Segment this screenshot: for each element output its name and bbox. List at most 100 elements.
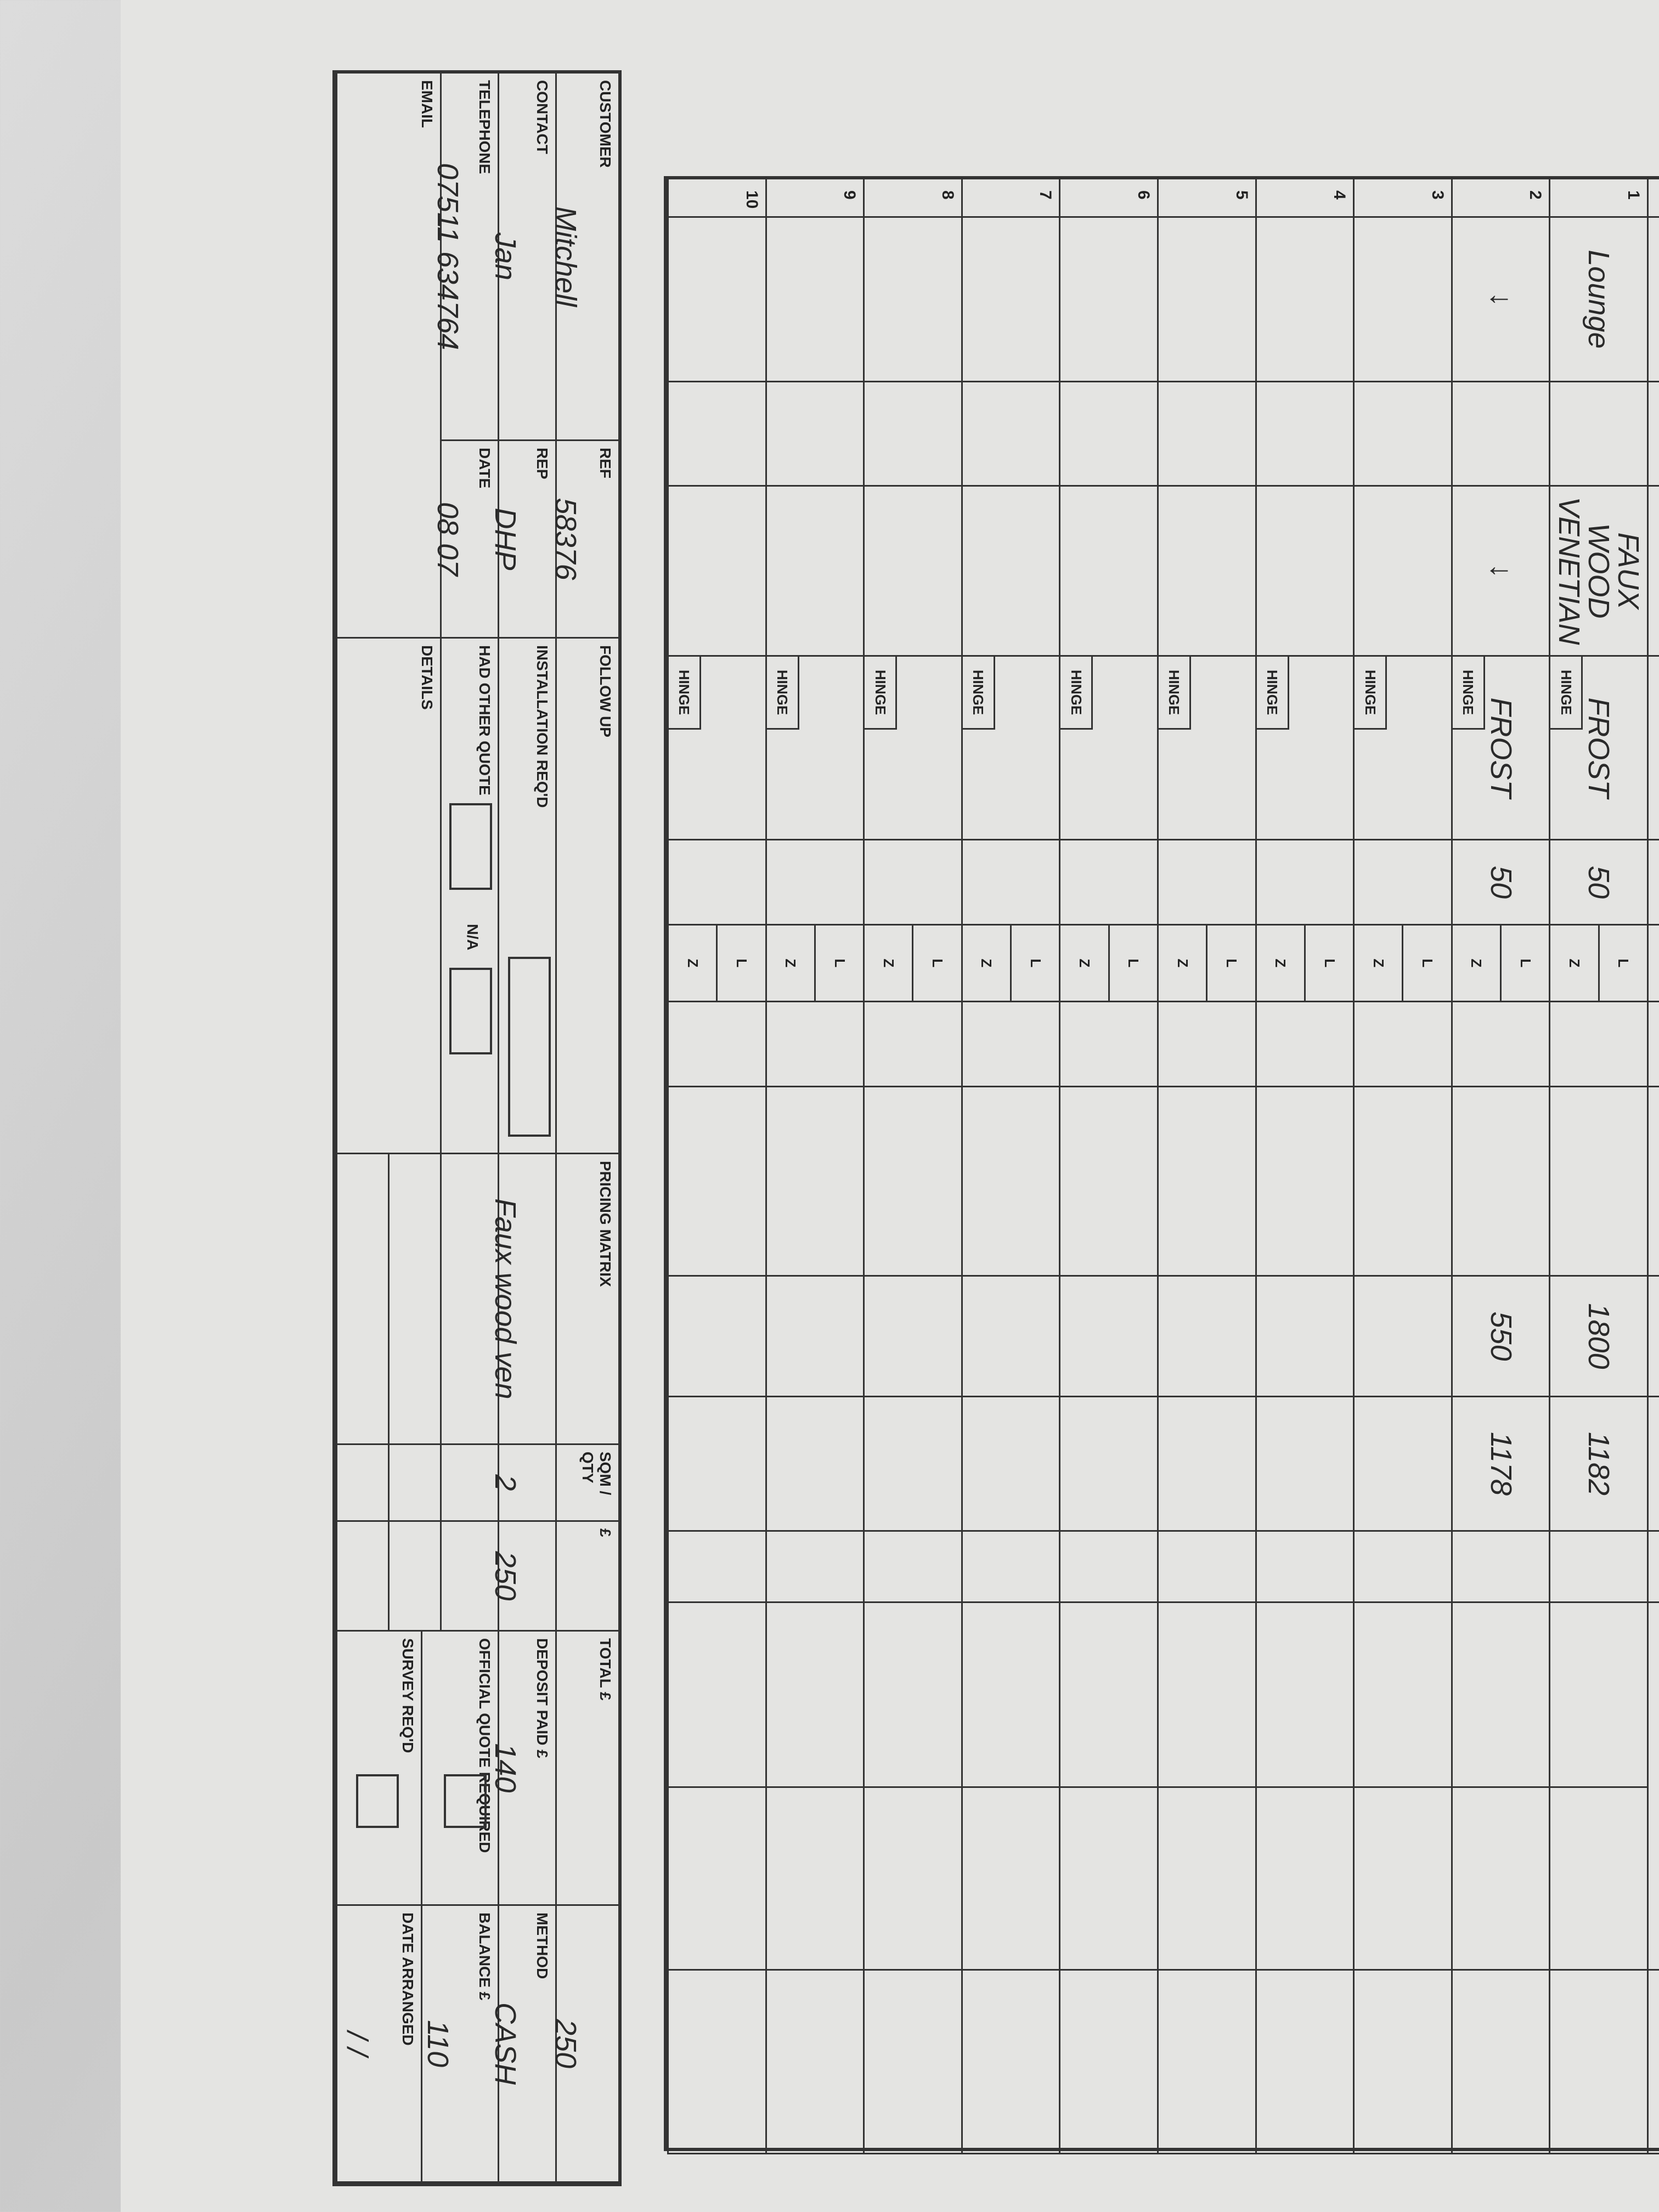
frame-l[interactable]: L xyxy=(1598,926,1647,1001)
sqm-row[interactable] xyxy=(388,1445,440,1522)
table-cell[interactable]: FROST HINGE xyxy=(1451,657,1549,840)
table-cell[interactable] xyxy=(1549,1603,1647,1971)
table-cell[interactable] xyxy=(1059,1532,1157,1603)
table-cell[interactable] xyxy=(1353,1971,1451,2154)
table-cell[interactable] xyxy=(667,487,765,657)
table-cell[interactable] xyxy=(1157,1532,1255,1603)
table-cell[interactable] xyxy=(961,1397,1059,1532)
table-cell[interactable] xyxy=(961,1971,1059,2154)
details-cell[interactable]: DETAILS xyxy=(336,639,440,1154)
pricing-row[interactable] xyxy=(388,1154,440,1445)
table-cell[interactable] xyxy=(1255,1002,1353,1087)
hinge-box[interactable]: HINGE xyxy=(962,657,995,730)
frame-z[interactable]: Z xyxy=(978,958,995,968)
table-cell[interactable] xyxy=(863,1002,961,1087)
survey-checkbox[interactable] xyxy=(356,1774,399,1828)
table-cell[interactable] xyxy=(1549,382,1647,487)
frame-l[interactable]: L xyxy=(1402,926,1451,1001)
table-cell[interactable] xyxy=(1059,382,1157,487)
table-cell[interactable] xyxy=(1157,382,1255,487)
table-cell[interactable]: 1182 xyxy=(1549,1397,1647,1532)
had-other-quote-checkbox[interactable] xyxy=(449,803,492,890)
official-quote-checkbox[interactable] xyxy=(444,1774,487,1828)
table-cell[interactable]: HINGE xyxy=(667,657,765,840)
had-other-quote-cell[interactable]: HAD OTHER QUOTE N/A xyxy=(440,639,498,1154)
hinge-box[interactable]: HINGE xyxy=(1355,657,1387,730)
rep-cell[interactable]: REP DHP xyxy=(489,441,555,639)
table-cell[interactable] xyxy=(1353,1002,1451,1087)
table-cell[interactable] xyxy=(1353,1603,1451,1971)
table-cell[interactable] xyxy=(1353,1087,1451,1277)
table-cell[interactable] xyxy=(1353,840,1451,926)
frame-l[interactable]: L xyxy=(1500,926,1549,1001)
frame-z[interactable]: Z xyxy=(1468,958,1485,968)
table-cell[interactable]: 1178 xyxy=(1451,1397,1549,1532)
frame-z[interactable]: Z xyxy=(1076,958,1093,968)
table-cell[interactable] xyxy=(961,1277,1059,1397)
sqm-row[interactable] xyxy=(440,1445,498,1522)
frame-z[interactable]: Z xyxy=(782,958,799,968)
table-cell[interactable] xyxy=(1255,382,1353,487)
table-cell[interactable] xyxy=(765,382,864,487)
frame-z[interactable]: Z xyxy=(1174,958,1191,968)
sqm-value[interactable]: 2 xyxy=(489,1445,555,1522)
official-quote-cell[interactable]: OFFICIAL QUOTE REQUIRED xyxy=(421,1632,498,1906)
table-cell[interactable] xyxy=(961,1603,1059,1971)
table-cell[interactable] xyxy=(961,487,1059,657)
table-cell[interactable] xyxy=(1353,1532,1451,1603)
table-cell[interactable] xyxy=(765,840,864,926)
pound-value[interactable]: 250 xyxy=(489,1522,555,1632)
table-cell[interactable] xyxy=(667,1002,765,1087)
table-cell[interactable]: HINGE xyxy=(863,657,961,840)
deposit-cell[interactable]: DEPOSIT PAID £140 xyxy=(489,1632,555,1906)
hinge-box[interactable]: HINGE xyxy=(669,657,701,730)
frame-l[interactable]: L xyxy=(814,926,864,1001)
table-cell[interactable] xyxy=(1255,840,1353,926)
table-cell[interactable]: HINGE xyxy=(765,657,864,840)
table-cell[interactable]: FROST HINGE xyxy=(1549,657,1647,840)
follow-up-cell[interactable]: FOLLOW UP xyxy=(555,639,618,1154)
frame-l[interactable]: L xyxy=(716,926,765,1001)
table-cell[interactable] xyxy=(863,1971,961,2154)
customer-cell[interactable]: CUSTOMER Mitchell xyxy=(549,74,618,441)
table-cell[interactable] xyxy=(765,1087,864,1277)
table-cell[interactable] xyxy=(863,840,961,926)
table-cell[interactable]: HINGE xyxy=(1255,657,1353,840)
table-cell[interactable] xyxy=(765,1971,864,2154)
table-cell[interactable] xyxy=(1157,1971,1255,2154)
table-cell[interactable]: HINGE xyxy=(1353,657,1451,840)
telephone-cell[interactable]: TELEPHONE 07511 634764 xyxy=(431,74,498,441)
table-cell[interactable] xyxy=(1255,487,1353,657)
table-cell[interactable] xyxy=(1255,1397,1353,1532)
pricing-row[interactable] xyxy=(440,1154,498,1445)
table-cell[interactable] xyxy=(863,487,961,657)
hinge-box[interactable]: HINGE xyxy=(1159,657,1191,730)
na-checkbox[interactable] xyxy=(449,968,492,1054)
frame-z[interactable]: Z xyxy=(1370,958,1387,968)
table-cell[interactable] xyxy=(1549,1002,1647,1087)
frame-z[interactable]: Z xyxy=(1272,958,1289,968)
table-cell[interactable]: 50 xyxy=(1549,840,1647,926)
frame-l[interactable]: L xyxy=(1304,926,1353,1001)
pricing-matrix-header[interactable]: PRICING MATRIX xyxy=(555,1154,618,1445)
table-cell[interactable] xyxy=(765,218,864,382)
table-cell[interactable] xyxy=(1451,382,1549,487)
frame-z[interactable]: Z xyxy=(684,958,701,968)
pound-row[interactable] xyxy=(336,1522,388,1632)
table-cell[interactable] xyxy=(961,1532,1059,1603)
table-cell[interactable]: FAUX WOOD VENETIAN xyxy=(1549,487,1647,657)
table-cell[interactable] xyxy=(765,1532,864,1603)
ref-cell[interactable]: REF 58376 xyxy=(549,441,618,639)
table-cell[interactable] xyxy=(961,1087,1059,1277)
pound-header[interactable]: £ xyxy=(555,1522,618,1632)
table-cell[interactable]: HINGE xyxy=(961,657,1059,840)
method-cell[interactable]: METHOD CASH xyxy=(489,1906,555,2183)
table-cell[interactable] xyxy=(863,1532,961,1603)
